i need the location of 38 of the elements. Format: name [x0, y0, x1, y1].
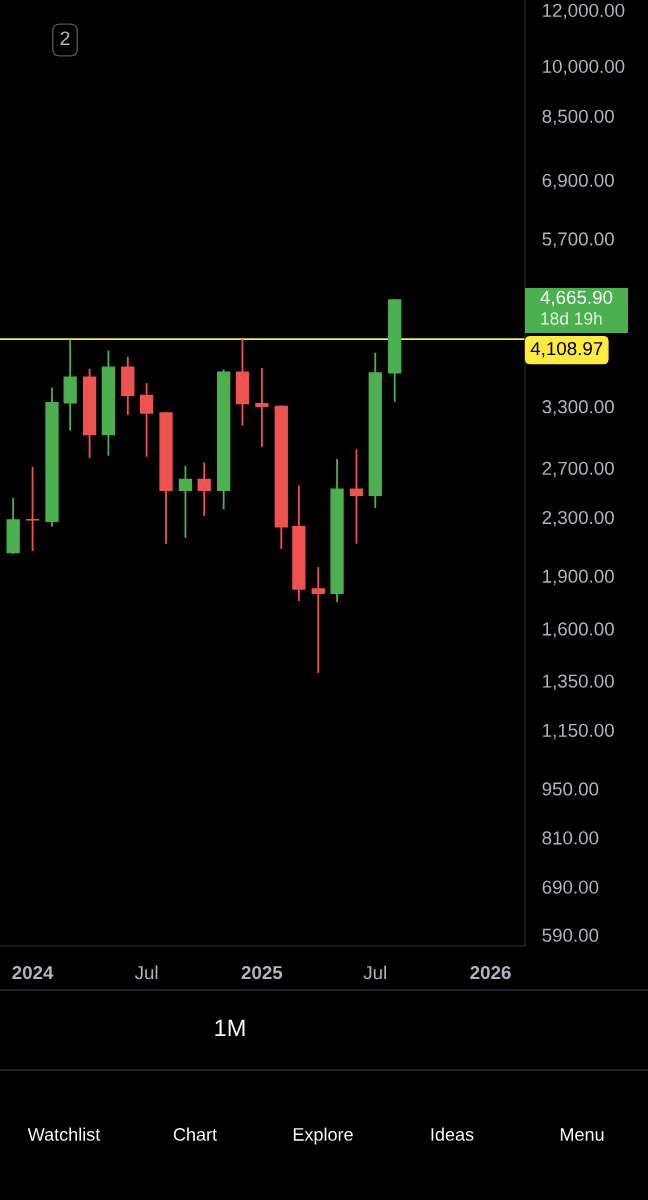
x-tick-label: 2025 [241, 965, 283, 980]
text: Chart [173, 1127, 217, 1141]
y-tick-label: 2,700.00 [542, 461, 614, 478]
y-tick-label: 10,000.00 [543, 59, 625, 76]
candlestick [139, 382, 154, 458]
text: Explore [293, 1127, 353, 1145]
y-tick-label: 2,300.00 [542, 510, 614, 527]
y-tick-label: 950.00 [542, 782, 599, 796]
candlestick [25, 465, 40, 552]
annotation: 2 [60, 31, 70, 46]
y-tick-label: 8,500.00 [542, 109, 614, 126]
y-tick-label: 6,900.00 [542, 173, 614, 190]
y-tick-label: 590.00 [542, 928, 599, 942]
candlestick [311, 566, 325, 674]
candlestick [349, 448, 364, 545]
y-tick-label: 1,600.00 [543, 622, 614, 638]
y-tick-label: 3,300.00 [542, 400, 614, 416]
text: 4,665.90 [540, 290, 613, 307]
y-tick-label: 810.00 [542, 831, 599, 845]
candlestick [178, 464, 193, 539]
y-tick-label: 5,700.00 [542, 232, 614, 248]
y-tick-label: 12,000.00 [543, 3, 625, 20]
ref-line-label: 4,108.97 [530, 341, 603, 358]
y-tick-label: 1,900.00 [543, 569, 614, 586]
text: 18d 19h [541, 311, 602, 325]
y-tick-label: 1,150.00 [543, 723, 614, 740]
y-tick-label: 1,350.00 [543, 674, 614, 690]
x-tick-label: Jul [363, 965, 386, 980]
candlestick [255, 367, 269, 449]
x-tick-label: 2026 [470, 965, 511, 980]
x-tick-label: 2024 [12, 965, 54, 980]
candlestick [197, 461, 211, 517]
text: 1M [215, 1019, 245, 1037]
x-tick-label: Jul [134, 965, 158, 980]
text: Watchlist [27, 1127, 101, 1141]
text: Menu [560, 1128, 604, 1141]
y-tick-label: 690.00 [542, 880, 599, 894]
text: Ideas [431, 1127, 474, 1141]
